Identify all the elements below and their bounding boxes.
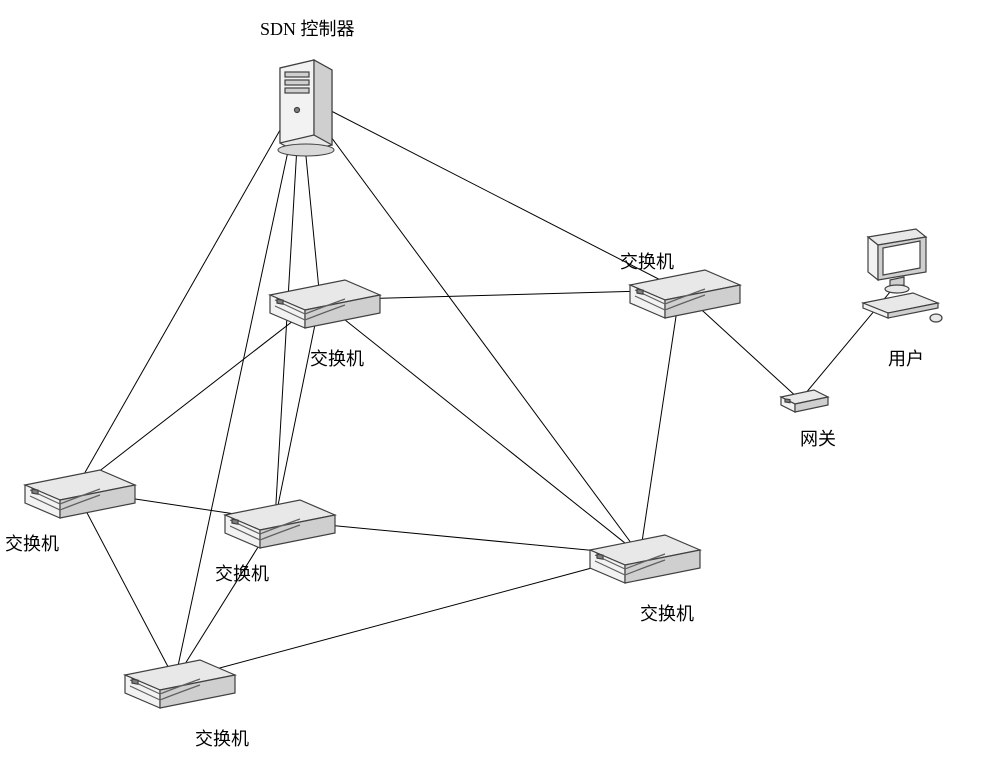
- label-gateway: 网关: [800, 425, 836, 451]
- switch-icon: [585, 525, 705, 590]
- node-switch-top-mid: [265, 270, 385, 340]
- label-switch-top-mid: 交换机: [310, 345, 364, 371]
- node-switch-mid: [220, 490, 340, 560]
- node-gateway: [778, 385, 833, 422]
- label-switch-left: 交换机: [5, 530, 59, 556]
- edge-controller-switch_bottom: [175, 95, 300, 680]
- node-switch-bottom: [120, 650, 240, 720]
- label-user: 用户: [888, 345, 924, 371]
- label-switch-mid: 交换机: [215, 560, 269, 586]
- switch-icon: [20, 460, 140, 525]
- computer-icon: [858, 225, 948, 335]
- diagram-canvas: SDN 控制器 交换机 交换机 交换机 交换机 交换机 交换机 网关 用户: [0, 0, 1000, 772]
- server-icon: [272, 50, 342, 160]
- node-switch-right: [585, 525, 705, 595]
- switch-icon: [120, 650, 240, 715]
- node-switch-left: [20, 460, 140, 530]
- label-switch-right: 交换机: [640, 600, 694, 626]
- node-user: [858, 225, 948, 340]
- label-switch-top-right: 交换机: [620, 248, 674, 274]
- switch-icon: [220, 490, 340, 555]
- label-controller: SDN 控制器: [260, 15, 355, 41]
- gateway-icon: [778, 385, 833, 417]
- switch-icon: [265, 270, 385, 335]
- label-switch-bottom: 交换机: [195, 725, 249, 751]
- node-controller: [272, 50, 342, 165]
